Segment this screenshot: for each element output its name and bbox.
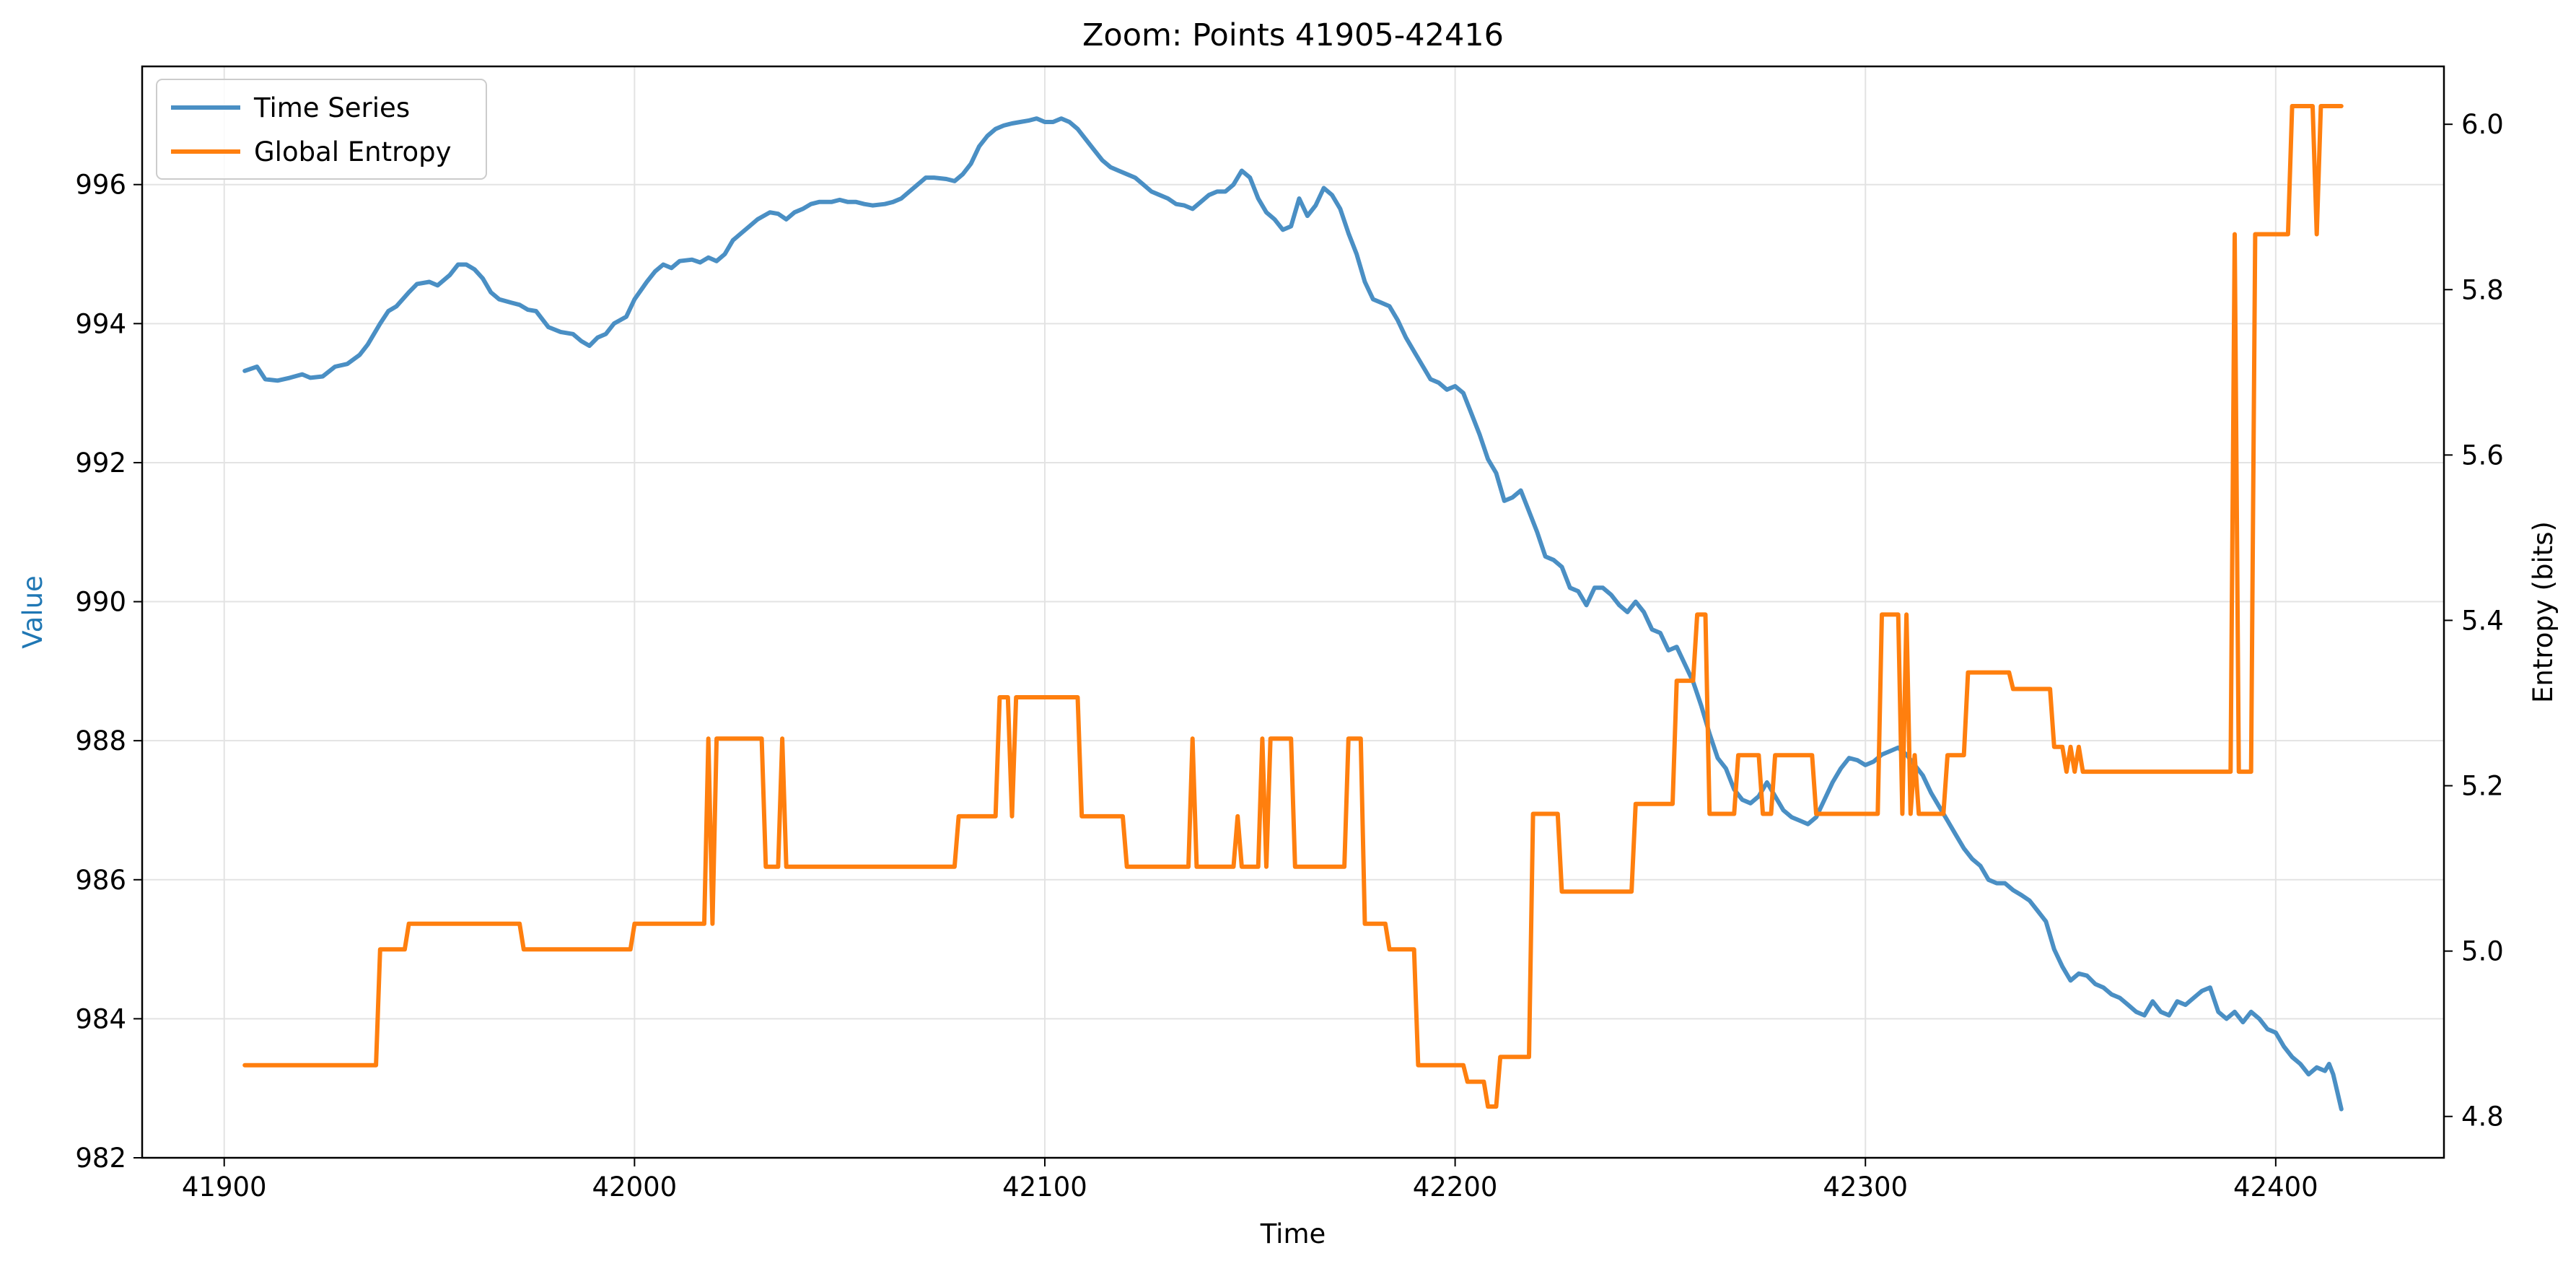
legend: Time Series Global Entropy <box>156 79 487 180</box>
right-y-axis: 4.8 5.0 5.2 5.4 5.6 5.8 6.0 <box>2444 109 2504 1133</box>
series-lines <box>242 104 2344 1112</box>
global-entropy-line <box>242 104 2344 1109</box>
left-y-tick-label: 982 <box>75 1143 126 1174</box>
legend-box <box>156 79 487 180</box>
right-y-axis-label: Entropy (bits) <box>2528 521 2559 703</box>
x-tick-label: 42300 <box>1823 1172 1908 1203</box>
right-y-tick-label: 5.8 <box>2461 274 2504 305</box>
legend-label-global-entropy: Global Entropy <box>254 136 452 167</box>
grid-lines <box>142 66 2444 1159</box>
right-y-tick-label: 5.2 <box>2461 771 2504 802</box>
left-y-tick-label: 984 <box>75 1003 126 1034</box>
left-y-axis: 982 984 986 988 990 992 994 996 <box>75 170 142 1174</box>
right-y-tick-label: 5.0 <box>2461 936 2504 967</box>
left-y-tick-label: 992 <box>75 448 126 479</box>
x-tick-label: 41900 <box>182 1172 267 1203</box>
chart-title: Zoom: Points 41905-42416 <box>1082 17 1504 53</box>
plot-frame <box>141 65 2445 1159</box>
x-tick-label: 42100 <box>1002 1172 1087 1203</box>
x-axis-label: Time <box>1260 1218 1326 1249</box>
left-y-tick-label: 996 <box>75 170 126 201</box>
x-tick-label: 42000 <box>592 1172 678 1203</box>
x-tick-label: 42400 <box>2233 1172 2318 1203</box>
x-axis: 41900 42000 42100 42200 42300 42400 <box>182 1158 2318 1203</box>
time-series-line <box>242 116 2344 1112</box>
x-tick-label: 42200 <box>1413 1172 1498 1203</box>
left-y-tick-label: 994 <box>75 308 126 339</box>
right-y-tick-label: 5.4 <box>2461 605 2504 636</box>
left-y-tick-label: 986 <box>75 865 126 896</box>
legend-label-time-series: Time Series <box>253 92 410 123</box>
right-y-tick-label: 6.0 <box>2461 109 2504 140</box>
left-y-axis-label: Value <box>17 575 48 649</box>
left-y-tick-label: 990 <box>75 587 126 618</box>
right-y-tick-label: 5.6 <box>2461 440 2504 471</box>
right-y-tick-label: 4.8 <box>2461 1101 2504 1133</box>
left-y-tick-label: 988 <box>75 725 126 756</box>
